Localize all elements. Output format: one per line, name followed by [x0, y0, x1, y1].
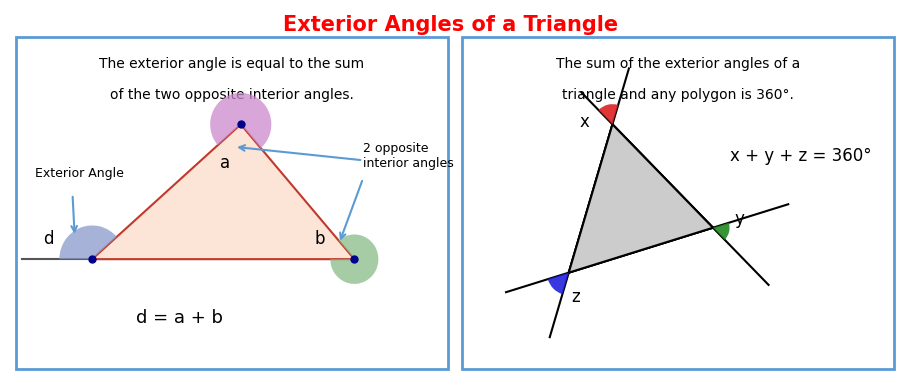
Polygon shape	[569, 124, 713, 273]
Text: a: a	[221, 154, 231, 172]
Text: x: x	[579, 113, 589, 131]
FancyBboxPatch shape	[15, 37, 449, 369]
Text: x + y + z = 360°: x + y + z = 360°	[730, 147, 871, 165]
Text: Exterior Angles of a Triangle: Exterior Angles of a Triangle	[283, 15, 618, 35]
Text: Exterior Angle: Exterior Angle	[35, 167, 124, 180]
FancyBboxPatch shape	[461, 37, 895, 369]
Text: The exterior angle is equal to the sum: The exterior angle is equal to the sum	[99, 57, 365, 71]
Wedge shape	[713, 223, 730, 240]
Text: The sum of the exterior angles of a: The sum of the exterior angles of a	[556, 57, 800, 71]
Wedge shape	[598, 104, 618, 124]
Wedge shape	[59, 226, 117, 259]
Polygon shape	[92, 124, 354, 259]
Text: y: y	[734, 210, 744, 228]
Wedge shape	[210, 93, 271, 148]
Text: z: z	[571, 288, 579, 306]
Text: d: d	[43, 230, 54, 248]
Text: b: b	[314, 230, 324, 248]
Text: triangle and any polygon is 360°.: triangle and any polygon is 360°.	[562, 88, 794, 102]
Text: of the two opposite interior angles.: of the two opposite interior angles.	[110, 88, 354, 102]
Text: d = a + b: d = a + b	[136, 309, 223, 327]
Wedge shape	[548, 273, 569, 294]
Wedge shape	[331, 234, 378, 284]
Text: 2 opposite
interior angles: 2 opposite interior angles	[363, 142, 454, 170]
